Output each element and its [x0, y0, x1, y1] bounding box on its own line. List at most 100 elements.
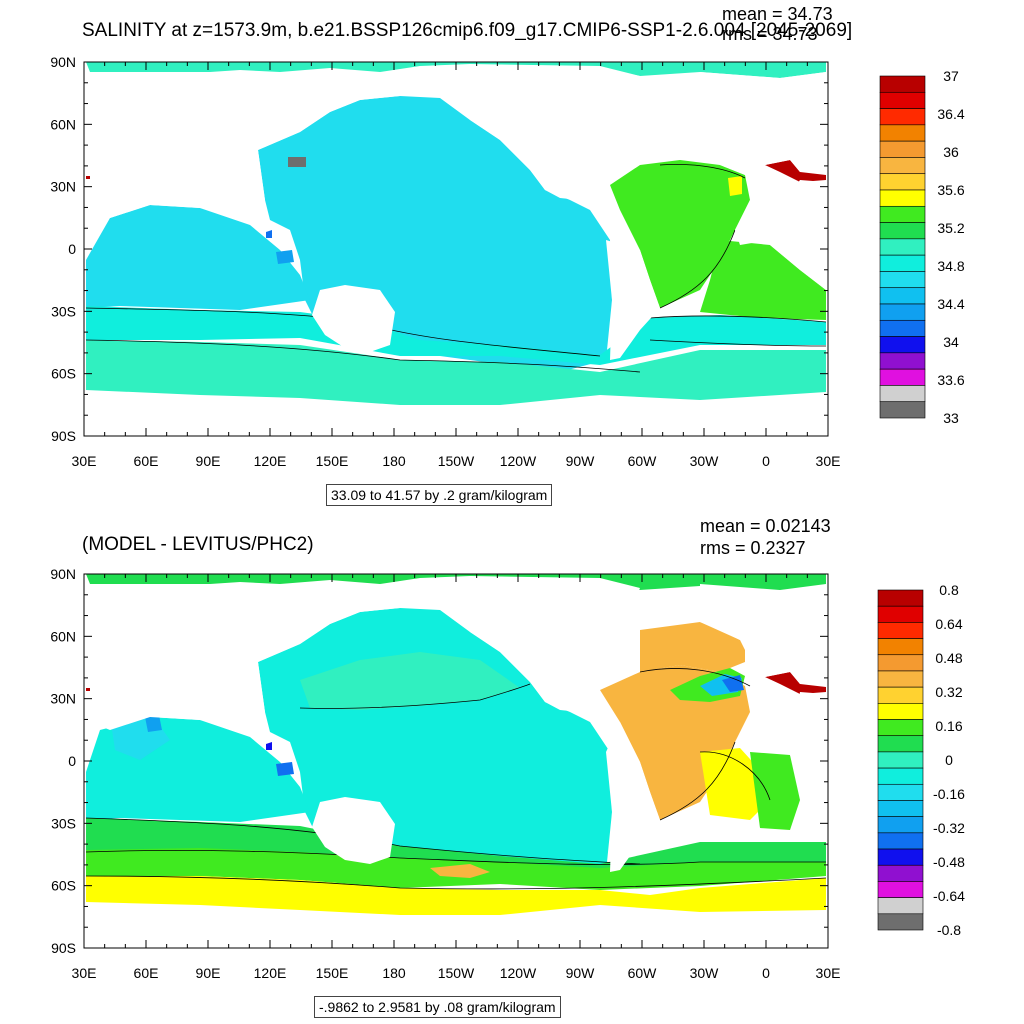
p2-green-box — [750, 752, 800, 830]
panel2-title: (MODEL - LEVITUS/PHC2) — [82, 534, 314, 555]
lat-label: 60S — [51, 878, 76, 894]
lat-label: 30N — [50, 179, 76, 195]
p2-med-outflow — [765, 672, 826, 694]
colorbar-box — [879, 157, 926, 175]
colorbar-label: -0.16 — [933, 786, 965, 802]
colorbar-label: 35.6 — [937, 182, 964, 198]
colorbar-box — [877, 897, 924, 915]
p1-sub-atlantic — [700, 240, 826, 320]
lat-label: 30S — [51, 815, 76, 831]
colorbar-box — [877, 848, 924, 866]
lon-label: 60E — [134, 965, 159, 981]
colorbar-box — [879, 287, 926, 305]
panel1-colorbar: 37 36.4 36 35.6 35.2 34.8 34.4 34 33.6 33 — [879, 68, 965, 426]
lon-label: 180 — [382, 453, 406, 469]
colorbar-box — [879, 352, 926, 370]
lon-label: 0 — [762, 453, 770, 469]
panel1-mean: mean = 34.73 — [722, 4, 833, 24]
lon-label: 60W — [628, 965, 658, 981]
panel2-mean: mean = 0.02143 — [700, 516, 831, 536]
colorbar-box — [877, 735, 924, 753]
p2-north-pacific — [300, 652, 520, 710]
panel2-land — [90, 576, 826, 872]
colorbar-box — [877, 751, 924, 769]
colorbar-box — [877, 832, 924, 850]
lon-label: 30E — [72, 453, 97, 469]
colorbar-box — [879, 222, 926, 240]
lon-label: 60W — [628, 453, 658, 469]
colorbar-box — [879, 303, 926, 321]
colorbar-box — [877, 589, 924, 607]
p2-contour7 — [699, 751, 771, 801]
colorbar-label: -0.32 — [933, 820, 965, 836]
colorbar-label: 34.4 — [937, 296, 964, 312]
lon-label: 90E — [196, 965, 221, 981]
colorbar-box — [879, 385, 926, 403]
colorbar-box — [879, 108, 926, 126]
colorbar-label: -0.48 — [933, 854, 965, 870]
panel2-rms: rms = 0.2327 — [700, 538, 806, 558]
p1-contour5 — [659, 229, 736, 309]
colorbar-box — [879, 173, 926, 191]
p2-contour5 — [659, 741, 736, 821]
lon-label: 60E — [134, 453, 159, 469]
p2-red-dot — [86, 688, 90, 691]
colorbar-box — [877, 686, 924, 704]
p2-north-atlantic — [640, 622, 750, 672]
colorbar-box — [879, 254, 926, 272]
lat-label: 90S — [51, 940, 76, 956]
colorbar-label: 37 — [943, 68, 959, 84]
axis-labels: 90N 60N 30N 0 30S 60S 90S 30E 60E 90E 120E 150E 180 1… — [50, 54, 840, 981]
lat-label: 60S — [51, 366, 76, 382]
panel1-range-box: 33.09 to 41.57 by .2 gram/kilogram — [326, 484, 553, 506]
colorbar-box — [877, 783, 924, 801]
lon-label: 90E — [196, 453, 221, 469]
p1-blue-patch — [266, 230, 272, 238]
colorbar-box — [879, 368, 926, 386]
panel1-rms: rms = 34.73 — [722, 24, 818, 44]
lat-label: 90S — [51, 428, 76, 444]
colorbar-label: 34.8 — [937, 258, 964, 274]
lat-label: 30N — [50, 691, 76, 707]
colorbar-box — [879, 205, 926, 223]
colorbar-box — [877, 638, 924, 656]
lon-label: 150W — [438, 965, 475, 981]
lon-label: 120E — [254, 453, 287, 469]
colorbar-label: 0.32 — [935, 684, 962, 700]
p1-atlantic — [610, 160, 750, 308]
lon-label: 120W — [500, 965, 537, 981]
colorbar-box — [879, 401, 926, 419]
panel1-land — [90, 64, 826, 360]
p1-indian — [86, 205, 310, 310]
colorbar-box — [879, 336, 926, 354]
lon-label: 0 — [762, 965, 770, 981]
p2-contour6 — [639, 668, 751, 687]
panel2-colorbar: 0.8 0.64 0.48 0.32 0.16 0 -0.16 -0.32 -0.48 -0.64… — [877, 582, 965, 938]
lon-label: 30E — [72, 965, 97, 981]
colorbar-box — [879, 189, 926, 207]
colorbar-label: 34 — [943, 334, 959, 350]
colorbar-label: -0.64 — [933, 888, 965, 904]
colorbar-box — [877, 605, 924, 623]
p2-gulf-deep — [722, 675, 744, 692]
p1-grey-patch — [288, 157, 306, 167]
lon-label: 150E — [316, 453, 349, 469]
colorbar-label: 35.2 — [937, 220, 964, 236]
lat-label: 90N — [50, 566, 76, 582]
p1-contour4 — [649, 339, 827, 347]
colorbar-box — [879, 91, 926, 109]
lat-label: 0 — [68, 753, 76, 769]
colorbar-label: 33.6 — [937, 372, 964, 388]
lon-label: 30W — [690, 965, 720, 981]
lat-label: 60N — [50, 628, 76, 644]
colorbar-box — [877, 913, 924, 931]
p2-southern-yellow — [86, 876, 826, 915]
colorbar-box — [879, 124, 926, 142]
lon-label: 150W — [438, 453, 475, 469]
p1-contour6 — [659, 164, 746, 179]
p1-blue-patch2 — [276, 250, 294, 264]
panel1-title: SALINITY at z=1573.9m, b.e21.BSSP126cmip… — [82, 20, 853, 41]
colorbar-box — [879, 271, 926, 289]
lon-label: 30E — [816, 965, 841, 981]
lon-label: 30W — [690, 453, 720, 469]
